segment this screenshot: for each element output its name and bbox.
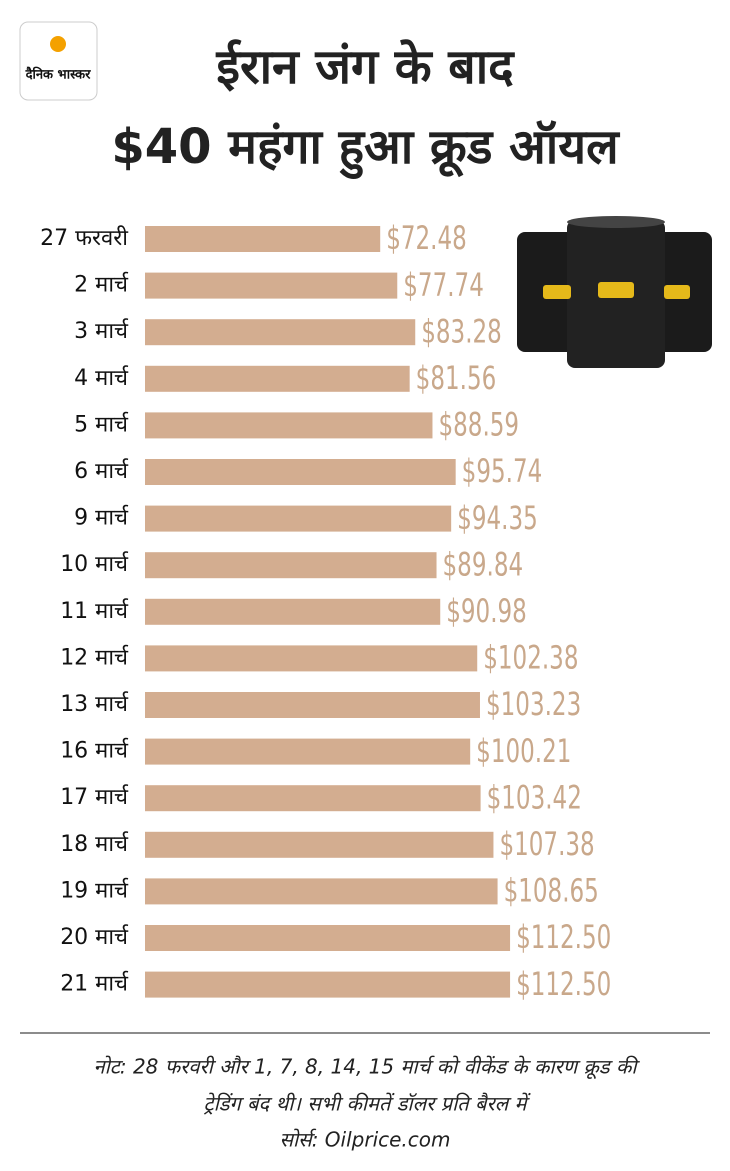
category-label: 10 मार्च	[60, 551, 129, 577]
value-label: $103.42	[487, 779, 582, 817]
bar	[145, 459, 456, 485]
category-label: 11 मार्च	[60, 598, 129, 624]
bar	[145, 831, 494, 858]
value-label: $88.59	[438, 406, 519, 444]
value-label: $95.74	[462, 452, 543, 490]
bar	[145, 692, 480, 718]
category-label: 27 फरवरी	[40, 225, 128, 251]
bar	[145, 598, 441, 625]
bar	[145, 505, 452, 532]
value-label: $112.50	[516, 918, 611, 956]
category-label: 12 मार्च	[60, 644, 129, 670]
bar	[145, 785, 481, 812]
category-label: 17 मार्च	[60, 784, 129, 810]
value-label: $112.50	[516, 965, 611, 1003]
value-label: $100.21	[476, 732, 571, 770]
category-label: 13 मार्च	[60, 691, 129, 717]
chart-title: ईरान जंग के बाद	[215, 39, 515, 95]
oil-barrels	[517, 216, 712, 368]
value-label: $102.38	[483, 639, 578, 677]
bar	[145, 738, 471, 765]
category-label: 21 मार्च	[60, 971, 129, 997]
category-label: 9 मार्च	[74, 505, 129, 531]
source: सोर्स: Oilprice.com	[279, 1128, 450, 1152]
category-label: 19 मार्च	[60, 877, 129, 903]
category-label: 3 मार्च	[74, 318, 129, 344]
value-label: $90.98	[446, 592, 527, 630]
category-label: 4 मार्च	[74, 365, 129, 391]
value-label: $108.65	[504, 872, 599, 910]
bar	[145, 925, 511, 951]
category-label: 6 मार्च	[74, 458, 129, 484]
category-label: 18 मार्च	[60, 831, 129, 857]
value-label: $94.35	[457, 499, 538, 537]
bar	[145, 226, 381, 252]
bar	[145, 878, 498, 905]
note: ट्रेडिंग बंद थी। सभी कीमतें डॉलर प्रति ब…	[203, 1092, 531, 1116]
value-label: $89.84	[443, 546, 524, 584]
bar	[145, 272, 398, 299]
category-label: 5 मार्च	[74, 411, 129, 437]
value-label: $83.28	[421, 313, 502, 351]
note: नोट: 28 फरवरी और 1, 7, 8, 14, 15 मार्च क…	[93, 1055, 640, 1080]
value-label: $107.38	[499, 825, 594, 863]
bar	[145, 365, 410, 392]
logo: दैनिक भास्कर	[25, 67, 92, 83]
value-label: $72.48	[386, 219, 467, 257]
value-label: $103.23	[486, 685, 581, 723]
bar	[145, 412, 433, 439]
category-label: 2 मार्च	[74, 272, 129, 298]
bar	[145, 319, 416, 346]
bar	[145, 645, 478, 672]
value-label: $77.74	[403, 266, 484, 304]
logo-sun	[50, 36, 66, 52]
chart-title: $40 महंगा हुआ क्रूड ऑयल	[111, 119, 620, 179]
bar	[145, 552, 437, 579]
logo-box	[19, 21, 98, 101]
category-label: 20 मार्च	[60, 924, 129, 950]
bar	[145, 971, 511, 998]
value-label: $81.56	[416, 359, 497, 397]
category-label: 16 मार्च	[60, 738, 129, 764]
